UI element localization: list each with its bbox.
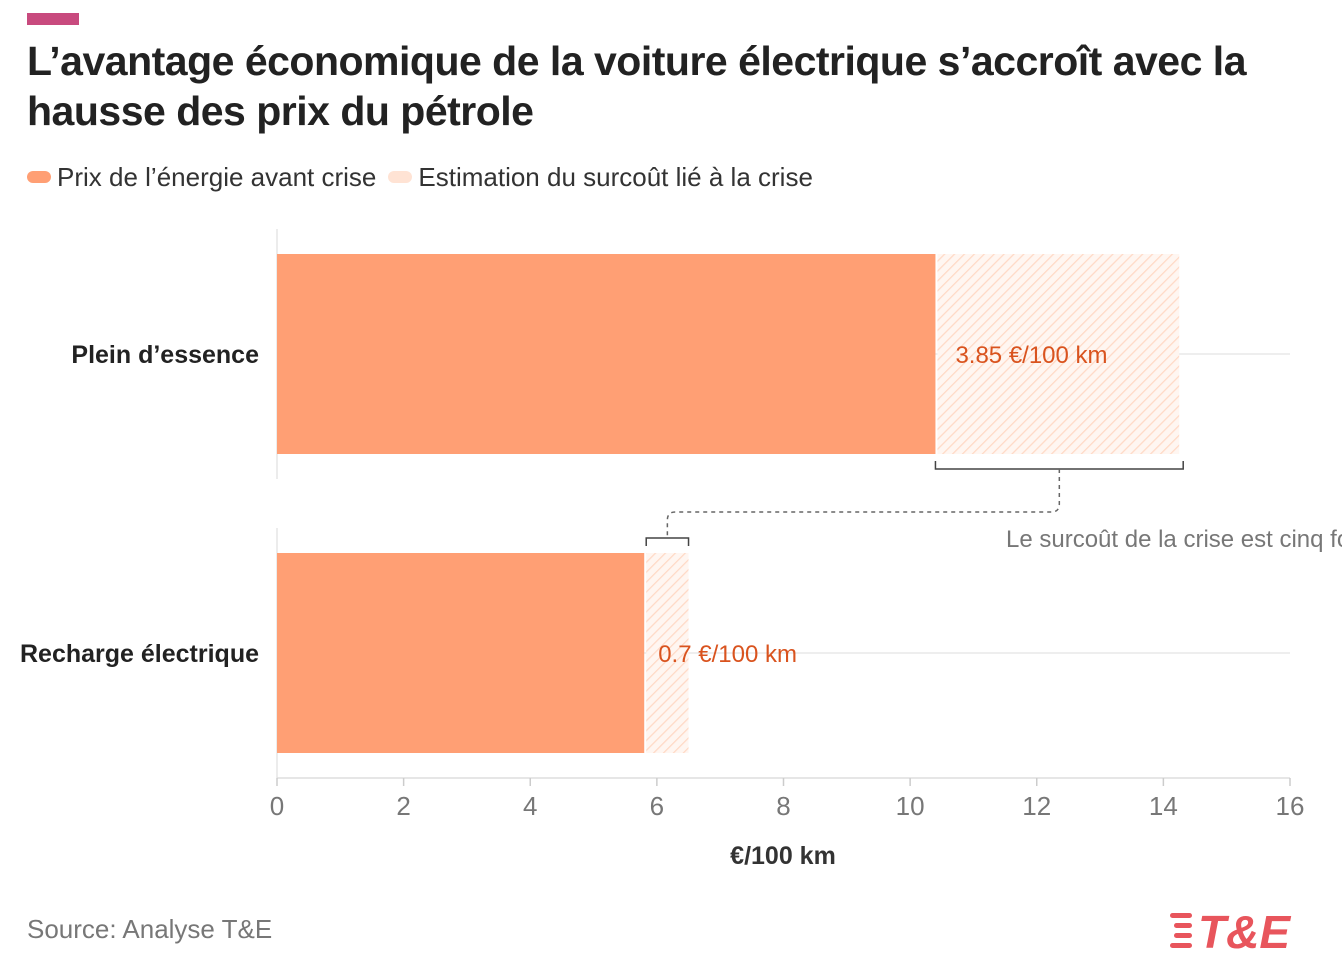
bar-extra — [646, 553, 689, 753]
data-label: 3.85 €/100 km — [955, 342, 1107, 369]
x-tick-label: 16 — [1276, 791, 1305, 821]
bar-base — [277, 553, 645, 753]
bar-base — [277, 254, 936, 454]
bar-extra — [937, 254, 1180, 454]
logo-stripe — [1174, 923, 1192, 928]
x-tick-label: 0 — [270, 791, 284, 821]
legend: Prix de l’énergie avant crise Estimation… — [27, 160, 825, 194]
legend-swatch-extra — [388, 171, 413, 183]
te-logo: T&E — [1170, 906, 1291, 957]
logo-stripe — [1170, 943, 1192, 948]
x-tick-label: 10 — [896, 791, 925, 821]
legend-label-base: Prix de l’énergie avant crise — [57, 161, 377, 192]
bracket-essence — [934, 461, 1184, 470]
annotation-connector — [666, 469, 1061, 538]
x-axis-title: €/100 km — [730, 842, 836, 870]
legend-item-base: Prix de l’énergie avant crise — [27, 162, 376, 193]
chart-svg: 0 2 4 6 8 10 12 14 16 €/100 km Plein d’essence 3.85… — [20, 229, 1342, 870]
logo-stripe — [1170, 913, 1192, 918]
data-label: 0.7 €/100 km — [658, 641, 797, 668]
legend-swatch-base — [27, 171, 51, 183]
x-tick-label: 2 — [396, 791, 410, 821]
x-tick-label: 4 — [523, 791, 537, 821]
bracket-electrique — [645, 537, 690, 546]
x-tick-label: 8 — [776, 791, 790, 821]
source-text: Source: Analyse T&E — [27, 914, 273, 944]
x-tick-label: 14 — [1149, 791, 1178, 821]
chart-title: L’avantage économique de la voiture élec… — [27, 38, 1247, 134]
logo-text: T&E — [1198, 906, 1291, 957]
category-label: Recharge électrique — [20, 640, 259, 668]
accent-bar — [27, 13, 79, 25]
x-tick-label: 6 — [650, 791, 664, 821]
legend-label-extra: Estimation du surcoût lié à la crise — [418, 161, 813, 192]
logo-stripe — [1174, 933, 1192, 938]
x-tick-label: 12 — [1022, 791, 1051, 821]
category-label: Plein d’essence — [71, 341, 259, 369]
legend-item-extra: Estimation du surcoût lié à la crise — [388, 162, 813, 193]
annotation-text: Le surcoût de la crise est cinq fois plu… — [1006, 526, 1342, 553]
